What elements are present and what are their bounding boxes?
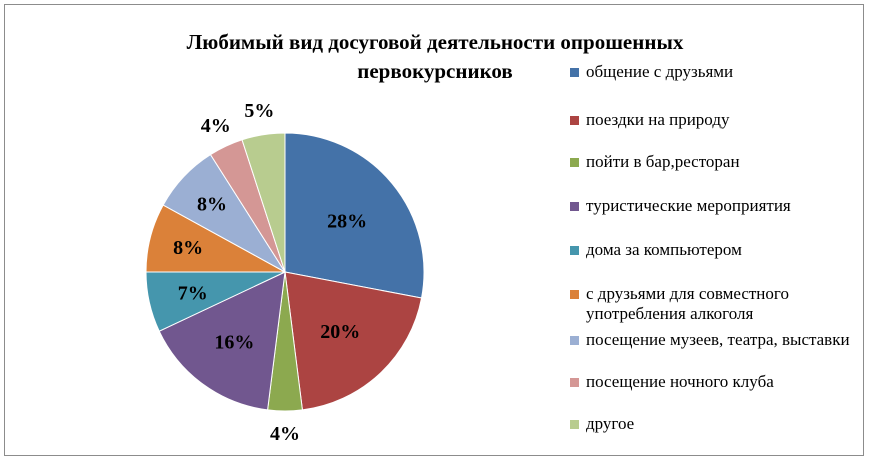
legend-label: посещение музеев, театра, выставки xyxy=(586,330,850,349)
legend-swatch xyxy=(570,378,579,387)
legend-label: пойти в бар,ресторан xyxy=(586,152,740,171)
data-label: 8% xyxy=(197,193,227,215)
legend-label: общение с друзьями xyxy=(586,62,734,81)
pie-slice xyxy=(284,132,425,299)
legend-label: другое xyxy=(586,414,635,433)
legend-label: поездки на природу xyxy=(586,110,730,129)
chart-title: Любимый вид досуговой деятельности опрош… xyxy=(186,30,684,83)
pie-slice xyxy=(158,271,286,411)
legend-swatch xyxy=(570,290,579,299)
data-label: 8% xyxy=(173,237,203,259)
legend-label: с друзьями для совместного употребления … xyxy=(586,284,789,323)
data-label: 16% xyxy=(214,332,254,354)
legend-label: дома за компьютером xyxy=(586,240,742,259)
legend-swatch xyxy=(570,336,579,345)
pie-slice xyxy=(241,132,286,273)
chart-frame xyxy=(4,4,864,456)
legend-swatch xyxy=(570,116,579,125)
data-label: 5% xyxy=(244,100,274,122)
legend-swatch xyxy=(570,68,579,77)
legend-label: посещение ночного клуба xyxy=(586,372,774,391)
legend-swatch xyxy=(570,202,579,211)
data-label: 28% xyxy=(327,211,367,233)
legend-label: туристические мероприятия xyxy=(586,196,791,215)
data-label: 4% xyxy=(270,423,300,445)
data-label: 4% xyxy=(201,115,231,137)
data-label: 20% xyxy=(320,321,360,343)
legend-swatch xyxy=(570,246,579,255)
data-label: 7% xyxy=(178,283,208,305)
pie-slice xyxy=(284,271,423,411)
legend-swatch xyxy=(570,158,579,167)
legend-swatch xyxy=(570,420,579,429)
